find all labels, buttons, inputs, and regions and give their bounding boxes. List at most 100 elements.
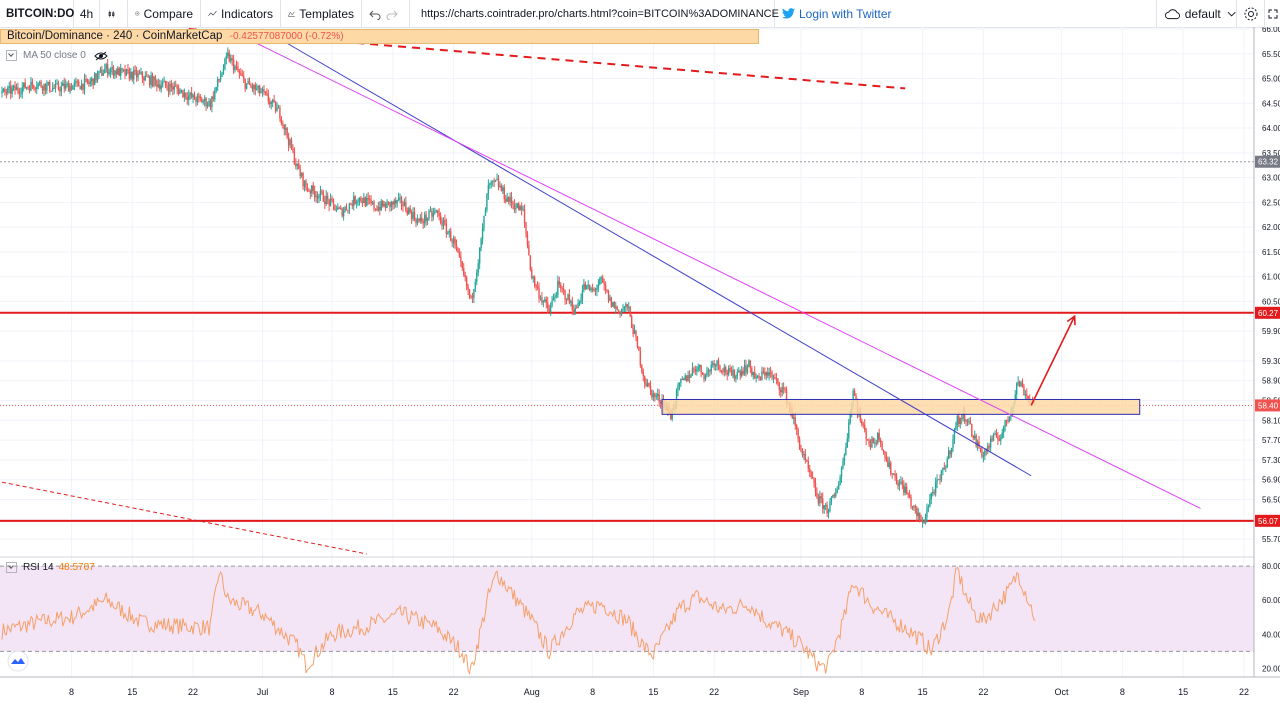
candle-down [536,286,539,288]
candle-down [920,520,922,522]
candle-up [403,202,406,206]
candle-down [241,74,243,77]
target-arrow[interactable] [1030,315,1076,406]
layout-select[interactable]: default [1156,0,1236,27]
candle-up [64,84,67,89]
interval-button[interactable]: 4h [74,0,100,27]
rsi-line [1,566,1036,676]
candle-up [823,505,825,509]
collapse-legend-button[interactable] [6,50,17,61]
eye-off-icon[interactable] [94,51,108,61]
candle-down [616,306,618,310]
chart-style-button[interactable] [100,0,128,27]
app-logo[interactable] [7,650,29,672]
candle-down [797,429,799,439]
candle-down [431,210,433,217]
candle-down [575,307,578,309]
share-url-text: https://charts.cointrader.pro/charts.htm… [421,7,779,20]
time-tick-label: Sep [793,687,809,697]
candle-up [119,68,122,76]
candle-down [717,360,720,366]
candle-up [937,479,940,481]
candle-up [137,73,139,78]
trendline-blue[interactable] [262,28,1032,477]
candle-up [839,477,841,485]
price-tick-label: 55.70 [1262,535,1280,544]
candle-up [596,287,598,291]
fullscreen-button[interactable] [1264,0,1280,27]
indicators-label: Indicators [220,6,273,21]
candle-down [316,195,319,199]
candle-up [982,455,985,457]
collapse-rsi-legend-button[interactable] [6,562,17,573]
demand-zone[interactable] [661,398,1141,415]
share-url-field[interactable]: https://charts.cointrader.pro/charts.htm… [410,0,779,27]
candle-up [926,508,928,518]
candle-up [597,284,600,288]
redo-icon[interactable] [386,8,398,20]
candle-up [7,87,9,94]
candle-down [159,84,161,89]
candle-down [280,118,283,124]
rsi-value: 48.5707 [58,562,95,573]
candle-down [167,87,170,92]
candle-down [636,336,639,347]
candle-up [122,69,125,71]
time-tick-label: 8 [1120,687,1125,697]
candle-up [502,187,504,191]
candle-down [701,372,704,375]
candle-up [994,433,996,435]
candle-down [436,210,439,213]
candle-down [872,438,875,443]
candle-up [222,68,225,74]
candle-up [397,197,400,201]
candle-down [468,289,471,297]
trendline-red-dashed-lower[interactable] [1,481,367,555]
candle-down [795,425,798,430]
candle-down [14,85,16,91]
candle-down [775,378,778,380]
candle-down [813,478,815,483]
candle-up [829,501,831,511]
candle-down [421,217,423,222]
trendline-magenta[interactable] [227,28,1201,509]
candle-down [381,200,384,207]
candle-down [49,81,51,91]
candle-up [196,95,199,103]
candle-up [311,185,313,194]
candle-down [833,494,836,497]
undo-icon[interactable] [369,8,381,20]
candle-up [225,56,228,59]
price-chart[interactable]: 66.00 65.50 65.00 64.50 64.00 63.50 63.00 62.50… [0,27,1280,703]
indicators-button[interactable]: Indicators [201,0,281,27]
symbol-search-button[interactable]: BITCOIN:DO [0,0,74,27]
candle-down [228,52,230,62]
candle-down [643,376,646,384]
compare-button[interactable]: Compare [128,0,201,27]
candle-up [646,382,649,386]
candle-down [629,307,631,317]
time-tick-label: Aug [524,687,540,697]
candle-down [422,221,424,224]
login-twitter-button[interactable]: Login with Twitter [775,0,899,27]
time-tick-label: 22 [188,687,198,697]
candle-down [387,201,390,203]
candle-down [525,222,527,234]
candle-up [544,299,546,302]
candle-down [85,79,87,81]
candle-up [987,446,989,452]
price-label-badge [1255,399,1280,412]
rsi-tick-label: 80.00 [1262,562,1280,571]
candle-down [324,201,326,204]
candle-down [439,215,442,223]
settings-button[interactable] [1236,0,1264,27]
candle-down [603,282,605,285]
price-label-text: 60.27 [1258,309,1279,318]
candle-up [842,460,844,469]
candle-down [722,371,724,373]
candle-down [632,327,634,334]
candle-up [47,81,50,85]
templates-button[interactable]: Templates [281,0,362,27]
time-tick-label: 8 [859,687,864,697]
candle-up [489,183,491,186]
